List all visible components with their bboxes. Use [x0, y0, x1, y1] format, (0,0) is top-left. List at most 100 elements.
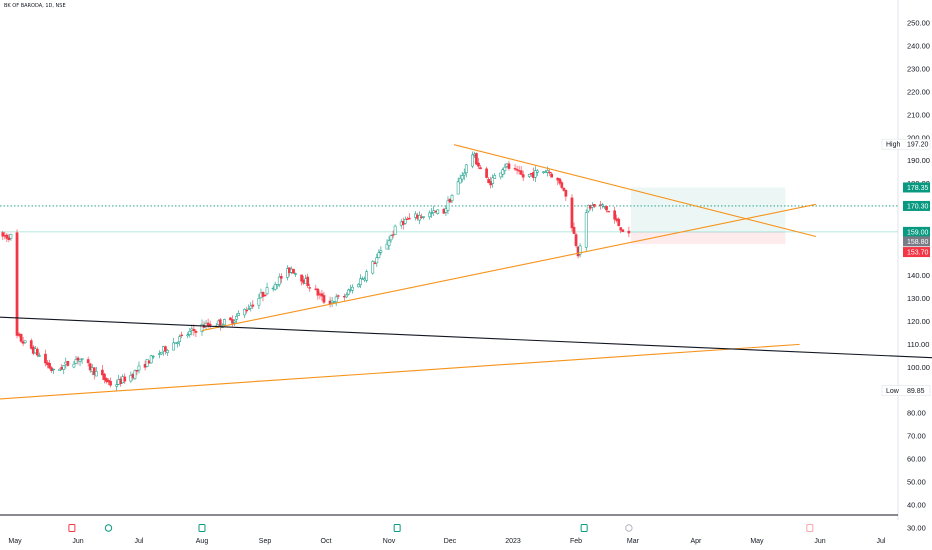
candle-body	[19, 334, 23, 342]
candle-body	[66, 360, 70, 366]
price-axis[interactable]: 250.00 240.00 230.00 220.00 210.00 200.00 190.…	[907, 19, 930, 533]
candle-body	[35, 348, 39, 356]
time-axis[interactable]: May Jun Jul Aug Sep Oct Nov Dec 2023 Feb Mar Apr May…	[8, 538, 886, 545]
candle-body	[499, 172, 503, 178]
time-tick-label: May	[750, 538, 764, 545]
trendlines[interactable]	[0, 144, 932, 400]
candle-body	[44, 353, 47, 364]
candle-body	[436, 209, 440, 214]
long-ascending-trendline	[0, 343, 800, 400]
candle-body	[172, 342, 175, 351]
candle-body	[176, 342, 179, 344]
symbol-title: BK OF BARODA, 1D, NSE	[4, 3, 66, 9]
time-tick-label: Jul	[876, 538, 885, 545]
candle-body	[422, 216, 425, 218]
price-tick-label: 40.00	[907, 501, 926, 510]
candle-body	[243, 309, 247, 316]
earnings-event-icon	[68, 524, 76, 532]
candle-body	[493, 175, 497, 179]
price-tick-label: 250.00	[907, 19, 930, 28]
candle-body	[200, 324, 204, 333]
event-markers[interactable]	[68, 524, 814, 532]
candle-body	[570, 197, 574, 229]
candle-body	[357, 283, 360, 288]
candle-body	[263, 294, 267, 296]
candle-body	[62, 365, 66, 370]
time-tick-label: Sep	[259, 538, 272, 545]
candle-body	[72, 363, 76, 368]
candle-body	[503, 166, 507, 171]
price-tag	[903, 247, 930, 258]
price-tag-label: 170.30	[907, 203, 929, 210]
candle-body	[178, 336, 181, 343]
candle-body	[391, 234, 395, 236]
candle-body	[180, 334, 184, 337]
price-tick-label: 240.00	[907, 41, 930, 50]
candle-body	[101, 369, 104, 376]
long-descending-trendline	[0, 316, 932, 359]
candle-body	[456, 181, 460, 195]
candle-body	[186, 334, 190, 337]
price-tick-label: 200.00	[907, 133, 930, 142]
candle-body	[458, 177, 462, 184]
candle-body	[257, 298, 261, 306]
candle-body	[80, 358, 84, 360]
candle-body	[627, 230, 631, 234]
time-tick-label: Dec	[444, 538, 457, 545]
low-label-box	[881, 385, 931, 396]
candle-body	[9, 233, 13, 239]
candle-body	[188, 331, 192, 335]
candle-body	[617, 218, 621, 227]
candle-body	[320, 293, 324, 297]
candle-body	[279, 276, 283, 279]
candle-body	[365, 271, 369, 281]
candle-body	[48, 363, 51, 369]
candle-body	[265, 287, 269, 295]
candle-body	[377, 252, 381, 258]
candle-body	[194, 330, 198, 333]
candle-body	[218, 319, 222, 327]
candle-body	[407, 217, 411, 220]
price-tag-label: 178.35	[907, 185, 929, 192]
candle-body	[237, 313, 240, 316]
candle-body	[76, 357, 80, 361]
candle-body	[233, 320, 236, 323]
candle-body	[277, 276, 281, 285]
candle-body	[385, 243, 389, 250]
candle-body	[403, 219, 407, 224]
price-tags: 178.35 170.30 159.00 158.80 153.70	[903, 182, 930, 258]
long-position-tool[interactable]	[630, 187, 786, 245]
candle-body	[479, 167, 482, 170]
candle-body	[621, 229, 625, 233]
candles	[1, 151, 631, 392]
candle-body	[462, 172, 466, 176]
future-event-icon	[625, 524, 633, 532]
candle-body	[164, 346, 167, 352]
candle-body	[137, 365, 141, 371]
candle-body	[344, 294, 348, 298]
candle-body	[245, 309, 249, 312]
candle-body	[578, 245, 582, 255]
candle-body	[405, 218, 409, 220]
time-tick-label: Apr	[691, 538, 703, 545]
candle-body	[393, 225, 397, 235]
candle-body	[548, 171, 551, 174]
high-label-box	[881, 138, 931, 150]
candle-body	[446, 200, 450, 211]
candle-body	[58, 368, 62, 371]
candle-body	[52, 368, 55, 371]
candle-body	[584, 212, 588, 248]
candle-body	[464, 164, 468, 174]
price-tag	[903, 182, 930, 193]
price-tick-label: 120.00	[907, 317, 930, 326]
candle-body	[103, 373, 106, 381]
candle-body	[1, 232, 5, 237]
candle-body	[5, 234, 9, 239]
candle-body	[249, 305, 253, 309]
price-tick-label: 210.00	[907, 110, 930, 119]
candle-body	[515, 169, 519, 171]
price-tag	[903, 200, 930, 211]
candle-body	[78, 359, 82, 362]
price-tick-label: 230.00	[907, 64, 930, 73]
